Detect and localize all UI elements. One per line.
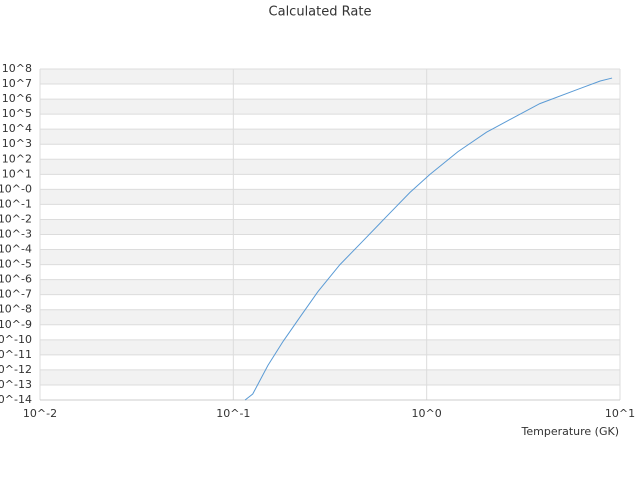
grid-band: [40, 219, 620, 235]
y-tick-label: 10^-1: [0, 197, 32, 210]
y-tick-label: 10^-5: [0, 258, 32, 271]
grid-band: [40, 69, 620, 85]
x-axis-label: Temperature (GK): [521, 425, 620, 438]
x-tick-label: 10^1: [605, 407, 635, 420]
y-tick-label: 10^2: [2, 152, 32, 165]
grid-band: [40, 249, 620, 265]
y-tick-label: 10^-11: [0, 348, 32, 361]
y-tick-label: 10^8: [2, 62, 32, 75]
y-tick-label: 10^-12: [0, 363, 32, 376]
y-tick-label: 10^-13: [0, 378, 32, 391]
y-tick-label: 10^1: [2, 167, 32, 180]
y-tick-label: 10^-9: [0, 318, 32, 331]
y-tick-label: 10^4: [2, 122, 32, 135]
y-tick-label: 10^6: [2, 92, 32, 105]
y-tick-label: 10^-8: [0, 303, 32, 316]
y-tick-label: 10^5: [2, 107, 32, 120]
grid-band: [40, 189, 620, 205]
y-tick-label: 10^-3: [0, 228, 32, 241]
line: [244, 77, 613, 401]
y-tick-label: 10^-7: [0, 288, 32, 301]
grid-band: [40, 369, 620, 385]
y-tick-label: 10^-14: [0, 393, 32, 406]
y-tick-label: 10^-0: [0, 182, 32, 195]
y-tick-label: 10^-10: [0, 333, 32, 346]
y-tick-label: 10^-4: [0, 243, 32, 256]
grid-band: [40, 99, 620, 115]
x-tick-label: 10^-1: [216, 407, 250, 420]
grid-band: [40, 279, 620, 295]
grid-band: [40, 309, 620, 325]
grid-band: [40, 339, 620, 355]
grid-band: [40, 129, 620, 145]
grid-band: [40, 159, 620, 175]
y-tick-label: 10^7: [2, 77, 32, 90]
x-tick-label: 10^0: [412, 407, 442, 420]
chart-title: Calculated Rate: [269, 5, 372, 20]
y-tick-label: 10^-6: [0, 273, 32, 286]
x-tick-label: 10^-2: [23, 407, 57, 420]
y-tick-label: 10^3: [2, 137, 32, 150]
y-tick-label: 10^-2: [0, 212, 32, 225]
